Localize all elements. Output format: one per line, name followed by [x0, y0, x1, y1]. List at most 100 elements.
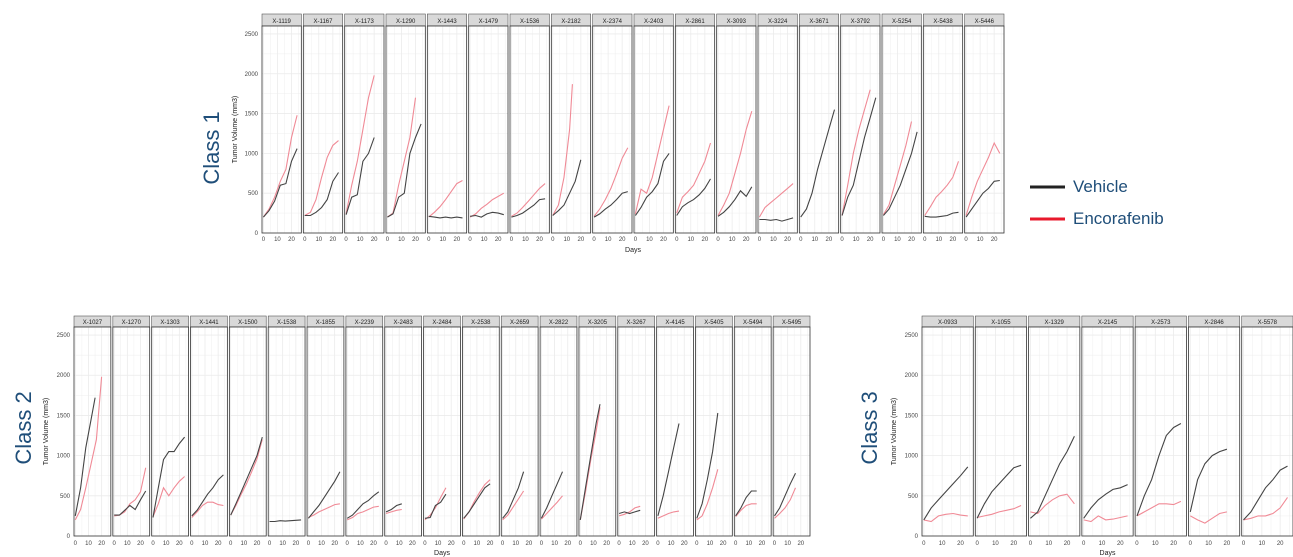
x-tick-label: 10: [784, 541, 791, 547]
panel-border: [539, 326, 578, 537]
panel-X-3671: X-3671 0 10 20: [798, 13, 840, 243]
series-line-vehicle: [1030, 436, 1075, 519]
panel-plot-area: [303, 26, 343, 233]
panel-plot-area: [462, 327, 500, 536]
x-axis-title: Days: [434, 550, 450, 557]
series-line-vehicle: [387, 123, 422, 218]
panel-X-1538: X-1538 0 10 20: [267, 315, 306, 547]
y-tick-label: 0: [67, 534, 71, 540]
y-tick-label: 1500: [57, 413, 71, 419]
x-tick-label: 10: [551, 541, 558, 547]
panel-border: [267, 326, 306, 537]
panel-border: [617, 326, 656, 537]
x-tick-label: 20: [1064, 541, 1071, 547]
panel-border: [881, 25, 922, 234]
panel-border: [112, 326, 151, 537]
series-line-vehicle: [923, 466, 969, 521]
panel-X-1855: X-1855 0 10 20: [306, 315, 345, 547]
panel-border: [733, 326, 772, 537]
panel-border: [384, 326, 422, 537]
series-line-encorafenib: [758, 183, 794, 218]
series-line-encorafenib: [976, 504, 1022, 519]
panel-strip-label: X-2239: [355, 320, 375, 326]
x-tick-label: 10: [163, 541, 170, 547]
panel-strip-label: X-2374: [603, 19, 623, 25]
series-line-vehicle: [735, 490, 757, 517]
panel-plot-area: [510, 26, 550, 233]
panel-X-2403: X-2403 0 10 20: [633, 13, 674, 243]
x-tick-label: 10: [992, 541, 999, 547]
panel-strip-label: X-1500: [238, 320, 258, 326]
panel-X-2659: X-2659 0 10 20: [500, 315, 539, 547]
x-tick-label: 20: [1010, 541, 1017, 547]
series-line-vehicle: [717, 186, 753, 217]
series-line-encorafenib: [1136, 500, 1182, 517]
series-line-vehicle: [1136, 423, 1182, 517]
panel-X-2573: X-2573 0 10 20: [1134, 315, 1187, 547]
panel-border: [592, 25, 633, 234]
panel-strip-label: X-1173: [355, 19, 375, 25]
panel-strip-label: X-2659: [510, 320, 530, 326]
panel-X-1443: X-1443 0 10 20: [426, 13, 468, 243]
series-line-vehicle: [657, 423, 680, 517]
x-tick-label: 20: [98, 541, 105, 547]
series-line-vehicle: [593, 191, 628, 218]
x-tick-label: 0: [758, 237, 762, 243]
panel-strip-label: X-5446: [975, 19, 995, 25]
panel-plot-area: [151, 327, 189, 536]
x-tick-label: 20: [487, 541, 494, 547]
x-tick-label: 0: [773, 541, 777, 547]
x-tick-label: 10: [707, 541, 714, 547]
panel-strip-label: X-2483: [393, 320, 413, 326]
panel-plot-area: [540, 327, 577, 536]
panel-X-2483: X-2483 0 10 20: [384, 315, 422, 547]
panel-strip-label: X-1055: [991, 320, 1011, 326]
x-tick-label: 10: [935, 237, 942, 243]
x-tick-label: 20: [371, 237, 378, 243]
panel-plot-area: [578, 327, 616, 536]
series-line-vehicle: [152, 436, 186, 518]
panel-X-5405: X-5405 0 10 20: [695, 315, 733, 547]
panel-X-3267: X-3267 0 10 20: [617, 315, 656, 547]
panel-strip-label: X-2182: [561, 19, 581, 25]
series-line-encorafenib: [882, 121, 913, 215]
x-tick-label: 10: [124, 541, 131, 547]
y-tick-label: 2000: [245, 72, 259, 78]
x-tick-label: 20: [720, 541, 727, 547]
series-line-encorafenib: [424, 487, 447, 521]
panel-plot-area: [384, 327, 422, 536]
panel-border: [674, 25, 716, 234]
x-tick-label: 0: [190, 541, 194, 547]
panel-plot-area: [656, 327, 694, 536]
series-line-vehicle: [774, 473, 796, 517]
panel-X-5578: X-5578 0 10 20: [1241, 315, 1293, 547]
panel-X-1500: X-1500 0 10 20: [228, 315, 267, 547]
x-tick-label: 20: [409, 541, 416, 547]
x-tick-label: 0: [462, 541, 466, 547]
panel-strip-label: X-1027: [83, 320, 103, 326]
x-tick-label: 0: [634, 237, 638, 243]
panel-border: [468, 25, 509, 234]
panel-X-0933: X-0933 0 10 20: [921, 315, 974, 547]
x-tick-label: 0: [579, 541, 583, 547]
x-tick-label: 20: [619, 237, 626, 243]
series-line-vehicle: [976, 464, 1022, 519]
x-tick-label: 0: [346, 541, 350, 547]
x-tick-label: 0: [112, 541, 116, 547]
panel-X-2374: X-2374 0 10 20: [592, 13, 633, 243]
x-axis-title: Days: [625, 247, 641, 254]
series-line-vehicle: [269, 519, 302, 523]
x-tick-label: 0: [74, 541, 78, 547]
x-tick-label: 10: [563, 237, 570, 243]
x-tick-label: 10: [770, 237, 777, 243]
x-tick-label: 0: [882, 237, 886, 243]
panel-X-1173: X-1173 0 10 20: [344, 13, 385, 243]
panel-plot-area: [1135, 327, 1187, 536]
x-tick-label: 0: [656, 541, 660, 547]
x-tick-label: 10: [481, 237, 488, 243]
panel-strip-label: X-2484: [432, 320, 452, 326]
x-tick-label: 20: [603, 541, 610, 547]
x-tick-label: 0: [922, 541, 926, 547]
x-tick-label: 20: [908, 237, 915, 243]
x-tick-label: 10: [590, 541, 597, 547]
